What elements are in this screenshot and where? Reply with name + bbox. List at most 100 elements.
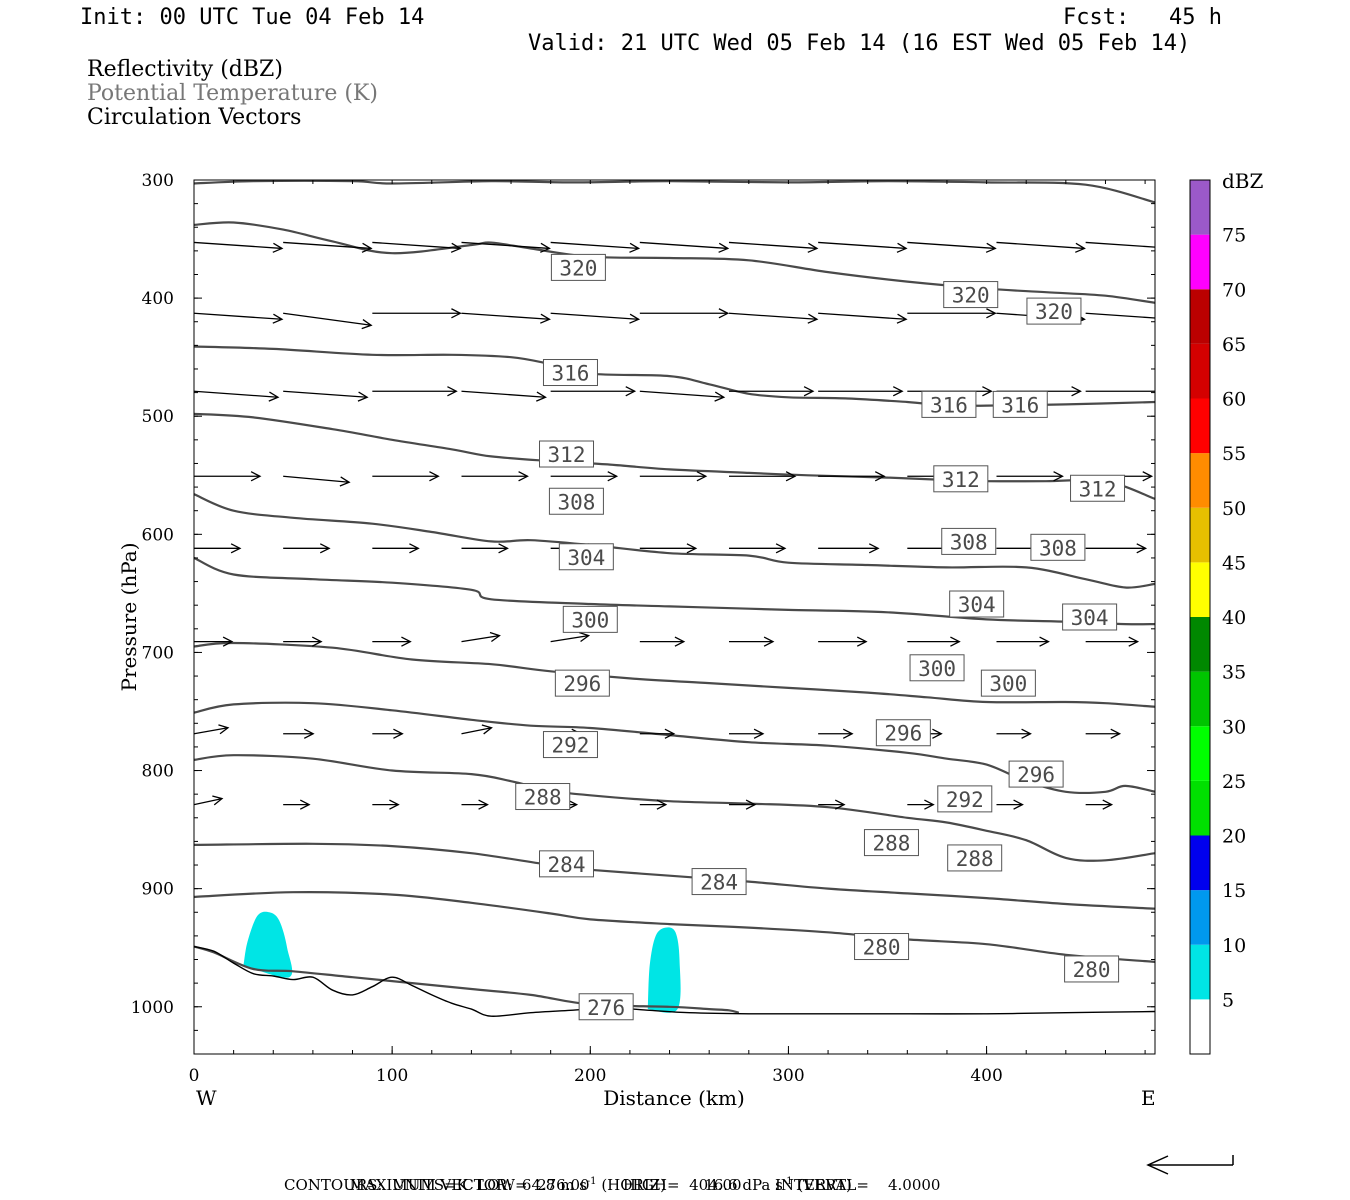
- vector-shaft: [461, 727, 492, 735]
- unit-exponent: -1: [782, 1176, 793, 1187]
- vector-head: [299, 799, 311, 810]
- colorbar-tick-label: 75: [1222, 225, 1246, 247]
- vector-head: [807, 242, 819, 253]
- colorbar-segment-empty: [1190, 999, 1210, 1054]
- contour-label-box: [863, 829, 919, 857]
- contour-label: 308: [1030, 533, 1086, 561]
- vector-head: [1142, 471, 1154, 482]
- circulation-vector: [728, 728, 765, 739]
- theta-contour-304: [194, 556, 1155, 626]
- theta-contour-320: [194, 221, 1155, 304]
- contour-label-text: 312: [942, 468, 980, 492]
- circulation-vector: [639, 241, 730, 253]
- contour-label-box: [1026, 297, 1082, 325]
- circulation-vector: [1085, 543, 1148, 554]
- vector-shaft: [639, 390, 724, 398]
- vector-head: [536, 391, 547, 402]
- vector-shaft: [550, 634, 589, 643]
- x-tick-label: 0: [189, 1066, 200, 1086]
- circulation-vector: [639, 636, 686, 647]
- y-tick-label: 700: [142, 643, 174, 663]
- vector-head: [985, 242, 997, 253]
- vector-head: [429, 471, 440, 482]
- circulation-vector: [728, 543, 787, 554]
- circulation-vector: [1085, 799, 1114, 810]
- circulation-vector: [283, 241, 373, 253]
- circulation-vector: [639, 799, 668, 810]
- contour-label-box: [933, 465, 989, 493]
- contour-label-box: [1008, 760, 1064, 788]
- max-vector-horiz-label: (HORIZ): [601, 1176, 667, 1194]
- circulation-vector: [907, 799, 935, 810]
- colorbar-segment: [1190, 343, 1210, 399]
- circulation-vector: [283, 799, 311, 810]
- colorbar-segment: [1190, 726, 1210, 781]
- colorbar-tick-label: 50: [1222, 498, 1246, 520]
- vector-head: [785, 471, 797, 482]
- reflectivity-cell: [647, 927, 681, 1013]
- contour-label-text: 296: [1017, 763, 1055, 787]
- contour-label: 292: [542, 731, 598, 759]
- vector-head: [763, 636, 775, 647]
- y-axis-label: Pressure (hPa): [117, 543, 141, 692]
- theta-contour-300: [194, 641, 1155, 708]
- contour-label: 288: [515, 783, 571, 811]
- vector-head: [361, 319, 373, 330]
- vector-shaft: [194, 727, 229, 735]
- colorbar-tick-label: 20: [1222, 826, 1246, 848]
- vector-shaft: [728, 312, 818, 320]
- contour-label: 296: [1008, 760, 1064, 788]
- y-tick-label: 400: [142, 289, 174, 309]
- contour-label: 320: [1026, 297, 1082, 325]
- contour-label-box: [949, 590, 1005, 618]
- circulation-vector: [283, 543, 331, 554]
- circulation-vector: [194, 471, 262, 482]
- colorbar-segment: [1190, 617, 1210, 672]
- colorbar-tick-label: 15: [1222, 880, 1246, 902]
- circulation-vector: [1085, 241, 1155, 248]
- reflectivity-cell: [243, 911, 293, 978]
- max-vector-vert-label: (VERT): [797, 1176, 852, 1194]
- contour-label-box: [548, 487, 604, 515]
- circulation-vector: [639, 390, 726, 402]
- contour-label-box: [941, 527, 997, 555]
- contour-label-text: 316: [1001, 393, 1039, 417]
- init-time: Init: 00 UTC Tue 04 Feb 14: [80, 5, 425, 30]
- contour-label-box: [875, 719, 931, 747]
- contour-label-box: [980, 669, 1036, 697]
- contour-label-box: [539, 440, 595, 468]
- colorbar-segment: [1190, 507, 1210, 563]
- contour-label-box: [542, 731, 598, 759]
- vector-head: [540, 242, 551, 253]
- theta-contour-320: [194, 180, 1155, 204]
- vector-head: [1021, 728, 1032, 739]
- vector-head: [834, 799, 846, 810]
- colorbar-tick-label: 70: [1222, 279, 1246, 301]
- circulation-vector: [283, 728, 315, 739]
- contour-label: 308: [548, 487, 604, 515]
- contour-label-text: 292: [946, 788, 984, 812]
- vector-head: [1102, 799, 1114, 810]
- colorbar-segment: [1190, 890, 1210, 945]
- colorbar-tick-label: 10: [1222, 935, 1246, 957]
- circulation-vector: [194, 795, 224, 806]
- legend-reflectivity: Reflectivity (dBZ): [87, 57, 283, 82]
- circulation-vector: [194, 241, 284, 253]
- contour-label-box: [1070, 474, 1126, 502]
- forecast-hour: Fcst: 45 h: [1063, 5, 1222, 30]
- x-tick-label: 400: [970, 1066, 1002, 1086]
- contour-label: 288: [863, 829, 919, 857]
- contour-label-text: 276: [587, 996, 625, 1020]
- vector-head: [1136, 543, 1148, 554]
- contour-label-text: 312: [548, 443, 586, 467]
- contour-label-box: [578, 993, 634, 1021]
- colorbar-tick-label: 5: [1222, 989, 1234, 1011]
- circulation-vector: [996, 241, 1086, 253]
- contour-label-text: 320: [1035, 300, 1073, 324]
- vector-head: [272, 242, 284, 253]
- vector-head: [686, 543, 698, 554]
- circulation-vector: [818, 471, 886, 482]
- contour-label-box: [539, 850, 595, 878]
- y-tick-label: 800: [142, 762, 174, 782]
- legend-theta: Potential Temperature (K): [87, 81, 378, 106]
